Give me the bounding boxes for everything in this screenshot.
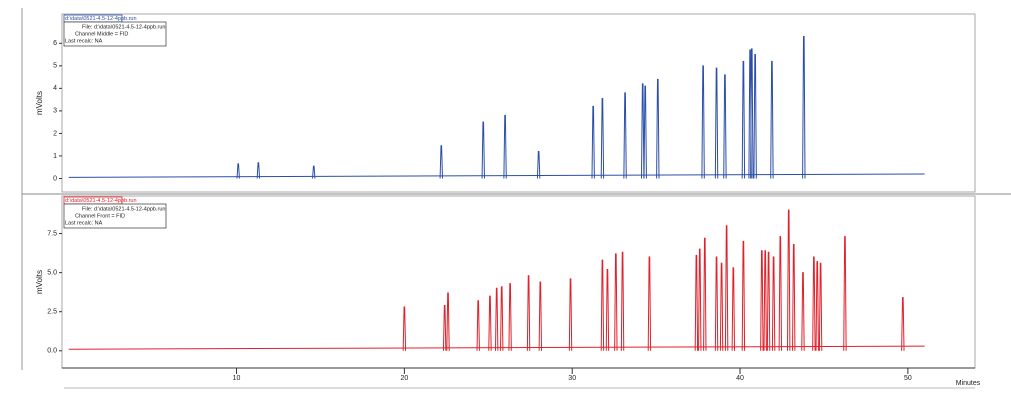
y-axis-label: mVolts [35,91,44,115]
baseline [68,173,925,178]
x-tick-label: 10 [233,375,241,382]
x-tick-label: 30 [568,375,576,382]
info-recalc: Last recalc: NA [65,38,103,44]
peak [476,300,480,351]
peak [792,243,796,351]
peak [312,165,316,179]
peak [402,306,407,351]
peak [766,251,771,351]
peak [256,162,261,179]
peak [620,251,625,351]
peak [771,256,776,351]
peak [538,281,543,351]
info-channel: Channel Middle = FID [75,31,128,37]
info-recalc: Last recalc: NA [65,220,103,226]
y-tick-label: 2.5 [47,309,57,316]
peak [760,250,764,351]
y-tick-label: 7.5 [47,230,57,237]
peak [724,225,729,351]
peak [643,85,647,179]
info-box [63,21,167,47]
x-tick-label: 50 [904,375,912,382]
y-tick-label: 0.0 [47,348,57,355]
file-tag-text: d:\data\0521-4.5-12-4ppb.run [65,198,137,204]
peak [488,295,492,351]
peak [750,48,754,179]
peak [815,261,819,351]
peak [614,253,618,351]
info-file: File: d:\data\0521-4.5-12-4ppb.run [82,24,165,30]
peak [503,114,507,179]
peak [787,209,791,351]
peak [647,256,652,351]
peak [714,256,719,351]
y-tick-label: 6 [53,40,57,47]
info-channel: Channel Front = FID [75,213,125,219]
peak [731,267,736,351]
peak [446,292,450,351]
peak [236,163,240,179]
info-file: File: d:\data\0521-4.5-12-4ppb.run [82,206,165,212]
peak [753,54,757,179]
y-tick-label: 5.0 [47,269,57,276]
y-axis-label: mVolts [35,270,44,294]
y-tick-label: 2 [53,130,57,137]
peak [818,262,823,351]
peak [494,287,499,351]
peak [802,36,806,179]
file-tag-text: d:\data\0521-4.5-12-4ppb.run [65,16,137,22]
peak [741,240,746,351]
peak [508,283,512,351]
x-axis-label: Minutes [956,380,981,387]
peak [568,278,573,351]
peak [442,304,447,351]
peak [439,145,443,179]
y-tick-label: 1 [53,153,57,160]
x-tick-label: 20 [400,375,408,382]
y-tick-label: 3 [53,108,57,115]
peak [526,275,531,351]
info-box [63,203,167,229]
peak [694,254,699,351]
bottom-panel-frame [61,195,976,369]
peak [714,67,719,179]
peak [801,272,805,351]
peak [600,97,605,179]
peak [770,60,774,179]
peak [623,92,627,179]
peak [763,250,767,351]
peak [605,268,610,351]
peak [481,121,485,179]
y-tick-label: 0 [53,175,57,182]
peak [741,60,746,179]
y-tick-label: 5 [53,63,57,70]
peak [640,83,645,179]
peak [843,236,847,351]
peak [536,150,541,179]
baseline [68,345,925,350]
peak [778,236,783,351]
peak [701,65,705,179]
peak [698,248,702,351]
peak [600,259,605,351]
peak [901,297,905,351]
x-tick-label: 40 [736,375,744,382]
peak [719,262,724,351]
peak [812,256,816,351]
peak [703,237,707,351]
y-tick-label: 4 [53,85,57,92]
top-panel-frame [61,13,976,193]
peak [591,105,595,179]
peak [723,74,727,179]
peak [656,78,660,179]
peak [500,286,504,351]
